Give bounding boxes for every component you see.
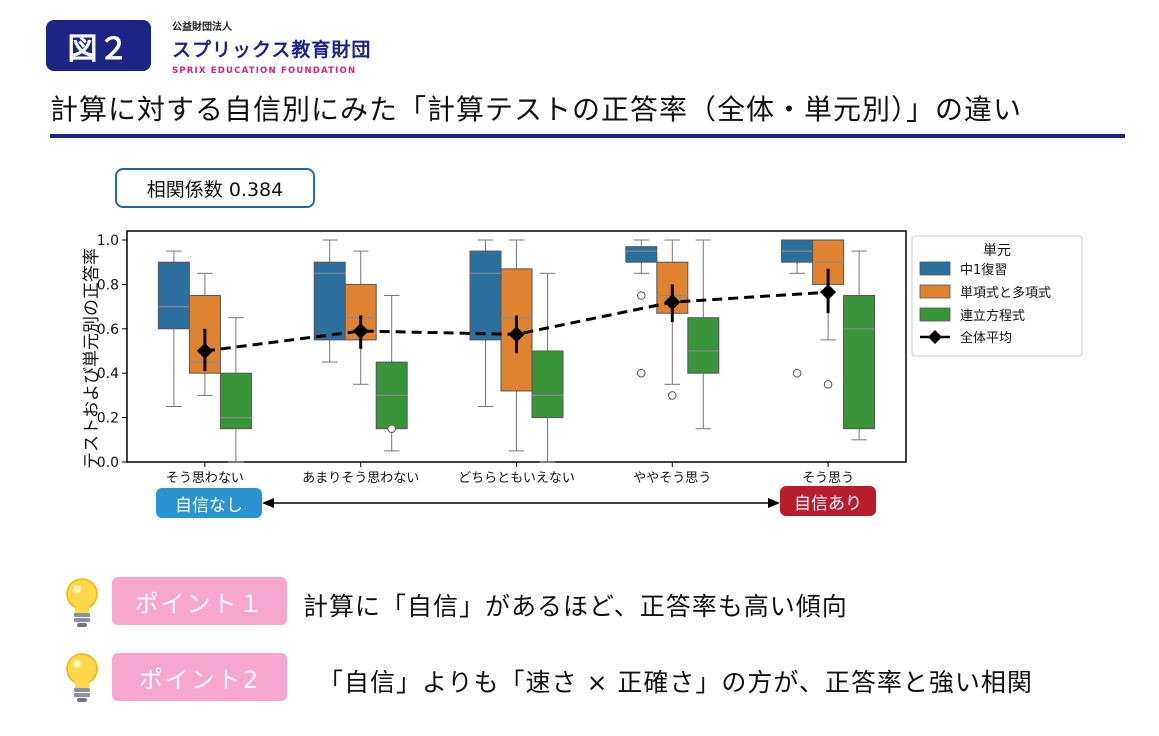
box: [219, 372, 252, 430]
outlier-point: [668, 391, 677, 400]
org-small-label: 公益財団法人: [172, 22, 232, 33]
point-1-label: ポイント１: [112, 577, 287, 625]
box: [687, 317, 720, 374]
confident-tag: 自信あり: [780, 486, 876, 516]
box: [157, 261, 190, 330]
lightbulb-icon: [66, 578, 98, 627]
legend-swatch: [919, 284, 951, 299]
mean-marker: [820, 284, 837, 301]
box: [313, 261, 346, 341]
y-tick-label: 0.0: [97, 455, 119, 471]
arrow-right-icon: [768, 498, 780, 508]
x-tick-label: そう思う: [802, 471, 854, 486]
outlier-point: [792, 368, 802, 378]
legend-mean-marker: [928, 330, 942, 344]
box: [843, 295, 876, 430]
x-tick-label: あまりそう思わない: [302, 471, 419, 486]
legend-title: 単元: [983, 243, 1011, 259]
org-name: スプリックス教育財団: [172, 39, 372, 61]
mean-marker: [664, 294, 681, 311]
box: [625, 246, 658, 263]
y-tick-label: 0.4: [97, 366, 119, 382]
y-tick-label: 0.8: [97, 277, 119, 293]
correlation-box: 相関係数 0.384: [115, 168, 315, 208]
legend-label: 連立方程式: [960, 308, 1025, 324]
x-tick-label: そう思わない: [166, 471, 244, 486]
y-axis-label: テストおよび単元別の正答率: [82, 248, 102, 469]
outlier-point: [637, 368, 646, 378]
mean-marker: [508, 326, 525, 343]
box: [531, 350, 564, 419]
legend-label: 単項式と多項式: [960, 285, 1051, 301]
mean-marker: [352, 323, 369, 340]
box: [469, 250, 502, 341]
no-confidence-tag: 自信なし: [156, 488, 262, 518]
point-2-label: ポイント2: [112, 653, 287, 701]
y-tick-label: 0.2: [97, 411, 119, 427]
point-1-text: 計算に「自信」があるほど、正答率も高い傾向: [303, 592, 848, 621]
legend-label: 中1復習: [960, 262, 1007, 278]
foundation-logo: 公益財団法人 スプリックス教育財団 SPRIX EDUCATION FOUNDA…: [172, 18, 371, 76]
org-english-name: SPRIX EDUCATION FOUNDATION: [172, 66, 357, 76]
legend-swatch: [919, 307, 951, 322]
legend-label: 全体平均: [960, 330, 1012, 346]
point-2-text: 「自信」よりも「速さ × 正確さ」の方が、正答率と強い相関: [318, 668, 1033, 697]
mean-marker: [196, 343, 213, 359]
legend-box: [911, 235, 1083, 357]
x-tick-label: どちらともいえない: [458, 471, 575, 486]
outlier-point: [387, 424, 397, 434]
lightbulb-icon: [66, 653, 98, 702]
outlier-point: [823, 380, 833, 389]
figure-label: 図２: [46, 20, 151, 71]
legend-swatch: [919, 261, 951, 276]
outlier-point: [637, 291, 646, 300]
y-tick-label: 1.0: [97, 233, 119, 249]
x-tick-label: ややそう思う: [633, 471, 711, 486]
y-tick-label: 0.6: [97, 322, 119, 338]
page-title: 計算に対する自信別にみた「計算テストの正答率（全体・単元別）」の違い: [50, 88, 1125, 138]
arrow-left-icon: [262, 498, 274, 508]
